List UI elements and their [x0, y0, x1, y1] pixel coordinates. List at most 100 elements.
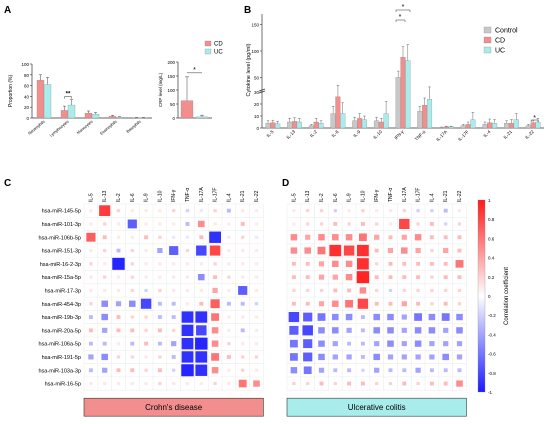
sig-bracket [395, 19, 406, 22]
heatmap-cell [332, 354, 338, 360]
bar-UC [340, 113, 346, 129]
heatmap-cell [211, 327, 219, 334]
heatmap-cell [429, 222, 434, 226]
heatmap-cell [116, 381, 121, 386]
heatmap-cell [181, 324, 194, 337]
bar-UC [67, 104, 76, 119]
heatmap-cell [102, 327, 108, 333]
bar-UC [91, 114, 100, 119]
column-label: IL-17F [213, 188, 219, 202]
heatmap-cell [318, 367, 325, 373]
x-tick-label: Monocytes [76, 119, 94, 135]
y-tick-label: 20 [254, 102, 260, 107]
heatmap-cell [157, 368, 162, 373]
heatmap-cell [209, 245, 221, 256]
heatmap-cell [103, 381, 107, 386]
heatmap-cell [374, 234, 380, 240]
bar-UC [448, 126, 454, 129]
heatmap-cell [402, 381, 407, 386]
colorbar-tick: 0.8 [488, 217, 495, 222]
heatmap-cell [89, 275, 93, 279]
heatmap-cell [443, 341, 449, 347]
heatmap-cell [429, 235, 434, 240]
x-tick-label: Lymphocytes [48, 119, 69, 138]
heatmap-cell [306, 222, 310, 226]
column-label: IL-17A [402, 187, 408, 202]
heatmap-cell [456, 380, 463, 387]
panel-label-d: D [282, 178, 289, 189]
heatmap-cell [103, 248, 107, 253]
heatmap-cell [416, 288, 420, 293]
y-tick-label: 100 [21, 62, 29, 67]
legend-label: CD [214, 42, 223, 48]
heatmap-cell [416, 301, 421, 306]
heatmap-cell [441, 313, 450, 321]
heatmap-cell [375, 262, 379, 266]
heatmap-cell [429, 368, 434, 373]
heatmap-cell [360, 381, 365, 386]
bar-CD [508, 123, 515, 129]
column-label: IL-21 [443, 190, 449, 202]
legend-label: Control [495, 28, 518, 35]
heatmap-cell [289, 325, 299, 335]
heatmap-cell [227, 222, 231, 226]
heatmap-cell [359, 287, 367, 294]
heatmap-cell [240, 222, 245, 226]
heatmap-cell [416, 275, 421, 280]
heatmap-cell [333, 222, 338, 226]
heatmap-cell [401, 234, 407, 240]
heatmap-cell [357, 258, 369, 270]
heatmap-cell [144, 248, 148, 253]
heatmap-cell [199, 262, 203, 266]
heatmap-cell [158, 355, 162, 359]
heatmap-cell [211, 367, 219, 374]
sig-bracket [530, 119, 539, 122]
column-label: IL-2 [319, 193, 325, 202]
bar-CD [357, 118, 363, 129]
heatmap-cell [116, 355, 121, 359]
heatmap-cell [240, 301, 245, 306]
heatmap-cell [443, 235, 448, 240]
heatmap-cell [318, 261, 325, 267]
bar-UC [426, 99, 433, 129]
heatmap-cell [88, 328, 93, 333]
heatmap-cell [103, 275, 107, 279]
heatmap-cell [144, 235, 149, 240]
sig-marker: * [533, 115, 536, 122]
y-tick-label: 200 [167, 60, 175, 65]
heatmap-cell [103, 262, 107, 266]
heatmap-cell [429, 381, 434, 386]
column-label: IL-4 [429, 193, 435, 202]
heatmap-cell [172, 235, 176, 239]
heatmap-cell [195, 337, 208, 350]
legend-label: UC [495, 48, 505, 55]
heatmap-cell [443, 327, 449, 333]
heatmap-cell [414, 327, 422, 334]
heatmap-cell [388, 261, 393, 266]
heatmap-cell [430, 288, 434, 293]
heatmap-cell [185, 302, 190, 306]
heatmap-cell [430, 248, 434, 253]
bar-CD [36, 80, 45, 119]
heatmap-cell [254, 315, 259, 319]
column-label: IL-2 [116, 193, 122, 202]
heatmap-cell [291, 301, 296, 306]
heatmap-cell [319, 288, 324, 293]
heatmap-cell [375, 381, 379, 386]
heatmap-cell [375, 222, 379, 226]
group-label-box [83, 397, 264, 417]
heatmap-cell [199, 301, 204, 306]
panel-a: 0 20 40 60 80 100 Proportion (%) Neutrophils Lym… [8, 62, 152, 138]
heatmap-cell [158, 262, 162, 266]
heatmap-cell [130, 355, 134, 359]
heatmap-cell [347, 209, 351, 213]
heatmap-cell [199, 209, 203, 213]
heatmap-cell [388, 381, 393, 386]
heatmap-cell [185, 222, 190, 226]
heatmap-cell [158, 209, 162, 213]
heatmap-cell [455, 260, 464, 268]
heatmap-cell [443, 261, 448, 266]
row-label: hsa-miR-106a-5p [39, 342, 82, 348]
bar-Control [439, 127, 445, 129]
